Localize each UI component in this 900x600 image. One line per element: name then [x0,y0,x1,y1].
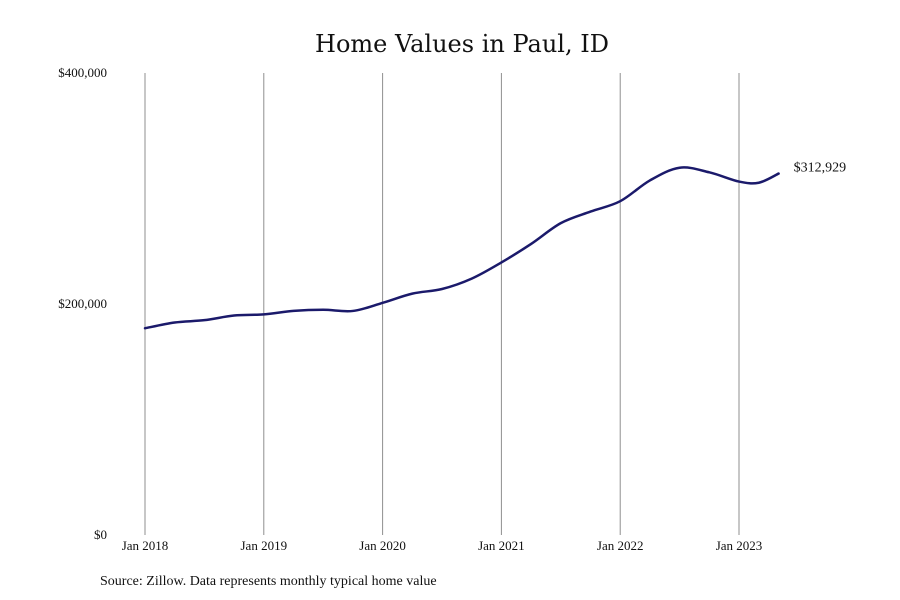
x-tick-label-3: Jan 2021 [478,538,525,553]
y-axis-ticks: $0 $200,000 $400,000 [58,65,107,542]
x-tick-label-1: Jan 2019 [241,538,288,553]
series-line-0 [143,166,780,330]
y-tick-label-0: $0 [94,527,107,542]
y-tick-label-1: $200,000 [58,296,107,311]
x-axis-ticks: Jan 2018 Jan 2019 Jan 2020 Jan 2021 Jan 2022… [122,538,763,553]
source-note: Source: Zillow. Data represents monthly … [100,574,437,589]
chart-title: Home Values in Paul, ID [315,30,609,58]
x-tick-label-5: Jan 2023 [716,538,763,553]
x-tick-label-2: Jan 2020 [359,538,406,553]
x-tick-label-0: Jan 2018 [122,538,169,553]
series-end-label: $312,929 [794,161,847,176]
series-group [143,166,780,330]
x-tick-label-4: Jan 2022 [597,538,644,553]
y-tick-label-2: $400,000 [58,65,107,80]
gridlines [144,73,740,535]
